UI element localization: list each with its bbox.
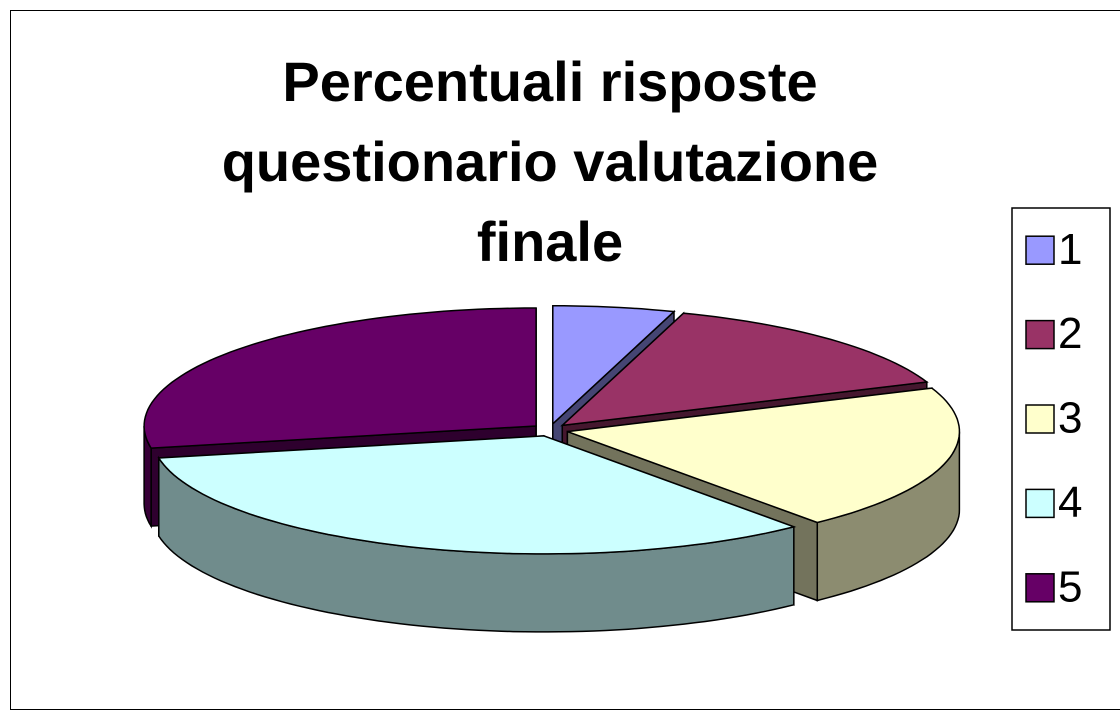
legend-label: 1: [1058, 225, 1082, 274]
legend-swatch: [1025, 319, 1055, 350]
legend-label: 4: [1058, 478, 1082, 527]
legend-label: 3: [1058, 394, 1082, 443]
slice-top: [143, 307, 537, 449]
legend-swatch: [1025, 404, 1055, 434]
pie-slice: [157, 434, 797, 633]
slice-top: [552, 305, 676, 426]
chart-title: Percentuali risposte questionario valuta…: [221, 50, 879, 273]
slice-top: [567, 387, 961, 524]
slice-top: [560, 312, 929, 427]
legend-swatch: [1025, 235, 1055, 265]
legend-swatch: [1025, 488, 1055, 519]
plot: 1 2 3 4 5: [143, 207, 1111, 633]
legend-label: 5: [1058, 562, 1082, 611]
slice-top: [157, 435, 797, 555]
legend-swatch: [1025, 573, 1055, 603]
chart: Percentuali risposte questionario valuta…: [10, 10, 1120, 710]
legend-label: 2: [1058, 309, 1082, 358]
